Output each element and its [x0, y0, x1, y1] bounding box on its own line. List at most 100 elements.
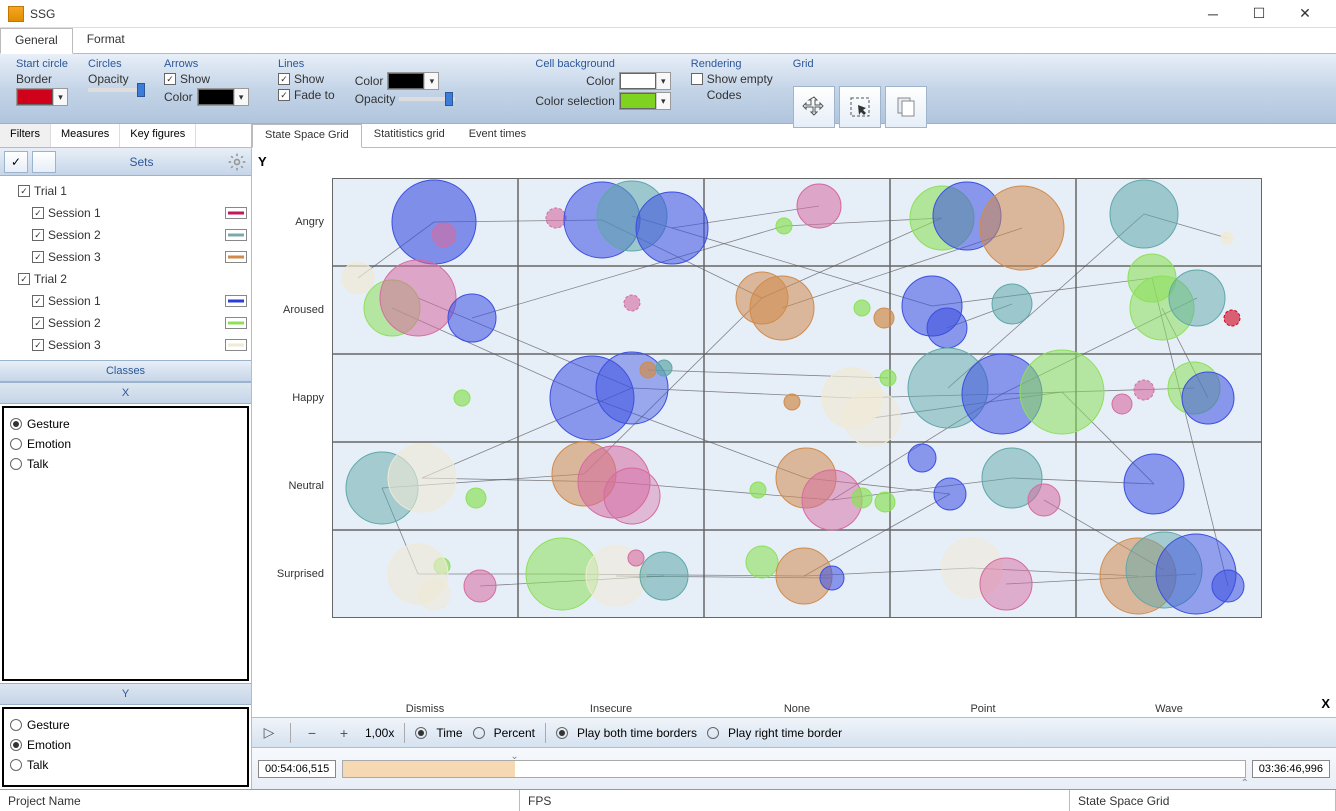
circles-opacity-slider[interactable] — [88, 88, 144, 92]
start-time[interactable]: 00:54:06,515 — [258, 760, 336, 778]
tab-format[interactable]: Format — [73, 28, 139, 53]
mode-time-radio[interactable]: Time — [415, 726, 462, 740]
grid-copy-button[interactable] — [885, 86, 927, 128]
x-category-label: Wave — [1155, 703, 1183, 715]
tree-checkbox[interactable]: ✓ — [32, 317, 44, 329]
end-time[interactable]: 03:36:46,996 — [1252, 760, 1330, 778]
maximize-button[interactable]: ☐ — [1236, 0, 1282, 28]
tree-label: Session 2 — [48, 316, 221, 330]
ribbon: Start circle Border ▾ Circles Opacity Ar… — [0, 54, 1336, 124]
tree-item[interactable]: ✓ Session 3 — [0, 246, 251, 268]
timeline-track-row: 00:54:06,515 ⌄ ⌃ 03:36:46,996 — [252, 748, 1336, 789]
speed-label: 1,00x — [365, 726, 394, 740]
grid-select-button[interactable] — [839, 86, 881, 128]
close-button[interactable]: ✕ — [1282, 0, 1328, 28]
tree-item[interactable]: ✓ Session 3 — [0, 334, 251, 356]
x-axis-title: X — [1321, 696, 1330, 711]
y-category-label: Happy — [292, 392, 324, 404]
class-radio[interactable]: Gesture — [10, 414, 241, 434]
lines-opacity-slider[interactable] — [399, 97, 455, 101]
gear-icon[interactable] — [227, 152, 247, 172]
grid-move-button[interactable] — [793, 86, 835, 128]
x-category-label: Insecure — [590, 703, 632, 715]
group-label: Circles — [88, 58, 144, 70]
lines-fade-label: Fade to — [294, 88, 335, 102]
tab-events[interactable]: Event times — [457, 124, 538, 147]
lines-fade-checkbox[interactable]: ✓ — [278, 89, 290, 101]
group-circles: Circles Opacity — [80, 58, 152, 119]
tree-label: Session 3 — [48, 338, 221, 352]
play-button[interactable]: ▷ — [258, 722, 280, 744]
group-lines: Lines ✓Show ✓Fade to — [270, 58, 343, 119]
tree-item[interactable]: ✓ Trial 2 — [0, 268, 251, 290]
titlebar: SSG ─ ☐ ✕ — [0, 0, 1336, 28]
play-both-radio[interactable]: Play both time borders — [556, 726, 697, 740]
arrows-show-label: Show — [180, 72, 210, 86]
timeline-marker-top[interactable]: ⌄ — [510, 751, 518, 762]
tree-checkbox[interactable]: ✓ — [32, 251, 44, 263]
tab-stats[interactable]: Statitistics grid — [362, 124, 457, 147]
statusbar: Project Name FPS State Space Grid — [0, 789, 1336, 811]
tree-item[interactable]: ✓ Session 2 — [0, 312, 251, 334]
main: Filters Measures Key figures ✓ Sets ✓ Tr… — [0, 124, 1336, 789]
tree-checkbox[interactable]: ✓ — [18, 273, 30, 285]
group-label: Grid — [793, 58, 927, 70]
timeline-marker-bottom[interactable]: ⌃ — [1241, 778, 1249, 789]
chevron-down-icon: ▾ — [656, 73, 670, 89]
tree-checkbox[interactable]: ✓ — [32, 295, 44, 307]
tree-checkbox[interactable]: ✓ — [32, 229, 44, 241]
class-radio[interactable]: Talk — [10, 454, 241, 474]
tree-checkbox[interactable]: ✓ — [32, 207, 44, 219]
cellbg-sel-picker[interactable]: ▾ — [619, 92, 671, 110]
zoom-out-button[interactable]: − — [301, 722, 323, 744]
arrows-show-checkbox[interactable]: ✓ — [164, 73, 176, 85]
move-icon — [802, 95, 826, 119]
chevron-down-icon: ▾ — [53, 89, 67, 105]
classes-header: Classes — [0, 360, 251, 382]
check-all-button[interactable]: ✓ — [4, 151, 28, 173]
class-radio[interactable]: Talk — [10, 755, 241, 775]
class-radio[interactable]: Gesture — [10, 715, 241, 735]
tree-item[interactable]: ✓ Session 1 — [0, 202, 251, 224]
tree-label: Session 2 — [48, 228, 221, 242]
tree-item[interactable]: ✓ Session 1 — [0, 290, 251, 312]
color-swatch — [225, 317, 247, 329]
tab-ssg[interactable]: State Space Grid — [252, 124, 362, 148]
timeline-played — [343, 761, 514, 777]
zoom-in-button[interactable]: + — [333, 722, 355, 744]
sidetab-measures[interactable]: Measures — [51, 124, 120, 147]
sidetab-keyfigures[interactable]: Key figures — [120, 124, 196, 147]
lines-show-label: Show — [294, 72, 324, 86]
group-lines-color: Color ▾ Opacity — [347, 58, 464, 119]
mode-percent-radio[interactable]: Percent — [473, 726, 535, 740]
lines-color-picker[interactable]: ▾ — [387, 72, 439, 90]
tree-item[interactable]: ✓ Trial 1 — [0, 180, 251, 202]
chart-area: Y AngryArousedHappyNeutralSurprised Dism… — [252, 148, 1336, 717]
class-radio[interactable]: Emotion — [10, 434, 241, 454]
arrows-color-picker[interactable]: ▾ — [197, 88, 249, 106]
uncheck-all-button[interactable] — [32, 151, 56, 173]
tab-general[interactable]: General — [0, 28, 73, 54]
play-right-radio[interactable]: Play right time border — [707, 726, 842, 740]
tree-checkbox[interactable]: ✓ — [32, 339, 44, 351]
group-start-circle: Start circle Border ▾ — [8, 58, 76, 119]
lines-show-checkbox[interactable]: ✓ — [278, 73, 290, 85]
state-space-grid[interactable] — [332, 178, 1262, 618]
minimize-button[interactable]: ─ — [1190, 0, 1236, 28]
border-color-picker[interactable]: ▾ — [16, 88, 68, 106]
y-category-label: Aroused — [283, 304, 324, 316]
show-empty-checkbox[interactable] — [691, 73, 703, 85]
sets-header: ✓ Sets — [0, 148, 251, 176]
sidetab-filters[interactable]: Filters — [0, 124, 51, 147]
timeline-track[interactable]: ⌄ ⌃ — [342, 760, 1246, 778]
class-radio[interactable]: Emotion — [10, 735, 241, 755]
select-icon — [848, 95, 872, 119]
tree-checkbox[interactable]: ✓ — [18, 185, 30, 197]
arrows-color-label: Color — [164, 90, 193, 104]
cellbg-color-picker[interactable]: ▾ — [619, 72, 671, 90]
tree-label: Session 1 — [48, 206, 221, 220]
color-swatch — [388, 73, 424, 89]
y-class-box: GestureEmotionTalk — [2, 707, 249, 787]
tree-item[interactable]: ✓ Session 2 — [0, 224, 251, 246]
chevron-down-icon: ▾ — [424, 73, 438, 89]
